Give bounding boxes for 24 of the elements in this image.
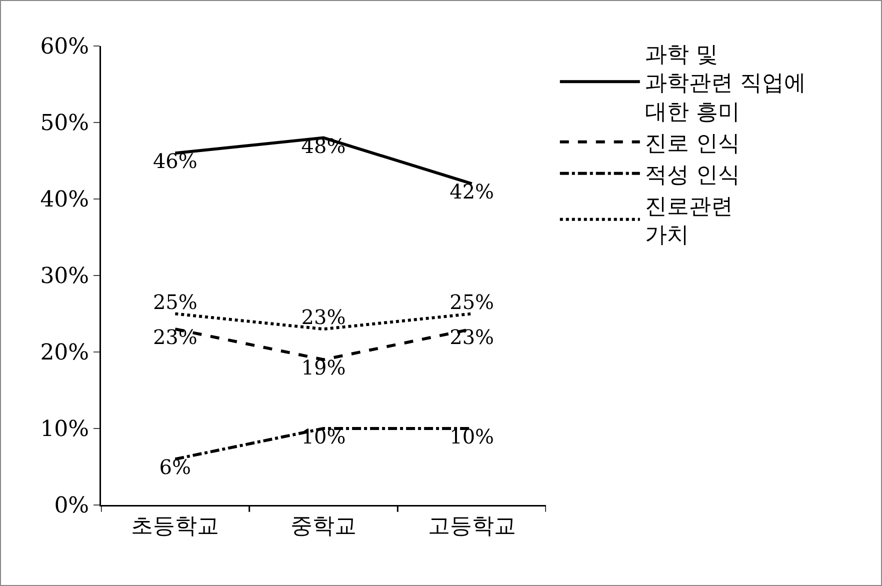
data-label: 23% — [152, 325, 198, 350]
data-label: 46% — [152, 149, 198, 174]
y-tick-label: 40% — [40, 188, 90, 213]
x-tick-label: 중학교 — [290, 514, 356, 539]
data-label: 42% — [450, 180, 494, 204]
y-tick-label: 30% — [40, 264, 90, 290]
y-tick-label: 0% — [54, 494, 90, 519]
data-label: 6% — [159, 455, 192, 480]
legend-label: 진로 인식 — [644, 131, 740, 156]
y-tick-label: 60% — [40, 34, 90, 60]
y-tick-label: 50% — [40, 111, 90, 136]
data-label: 25% — [152, 290, 198, 314]
legend-label: 과학 및 과학관련 직업에 대한 흥미 — [644, 42, 806, 125]
legend-label: 진로관련 가치 — [644, 194, 733, 248]
y-tick-label: 10% — [40, 417, 90, 442]
data-label: 19% — [301, 356, 346, 380]
y-tick-label: 20% — [40, 340, 90, 366]
x-tick-label: 초등학교 — [131, 514, 220, 539]
data-label: 23% — [301, 305, 346, 330]
data-label: 25% — [450, 290, 494, 314]
data-label: 10% — [450, 424, 494, 448]
x-tick-label: 고등학교 — [428, 514, 516, 539]
data-label: 23% — [450, 325, 494, 350]
legend-label: 적성 인식 — [644, 163, 740, 188]
